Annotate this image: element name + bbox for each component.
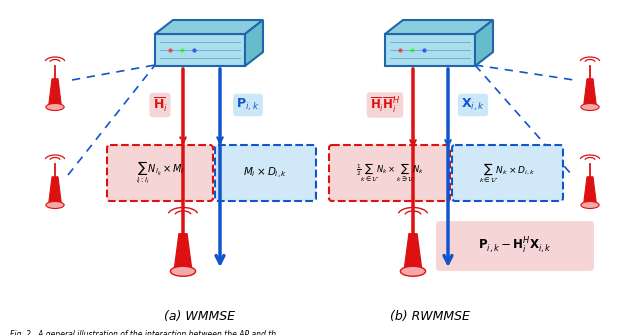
Ellipse shape [581, 104, 599, 111]
Ellipse shape [401, 266, 426, 276]
Ellipse shape [46, 104, 64, 111]
Text: $\sum_{k\in\mathcal{U}}N_k\times D_{i,k}$: $\sum_{k\in\mathcal{U}}N_k\times D_{i,k}… [479, 161, 536, 185]
Polygon shape [584, 79, 596, 107]
Polygon shape [385, 20, 493, 34]
Polygon shape [385, 34, 475, 66]
FancyBboxPatch shape [452, 145, 563, 201]
Polygon shape [49, 79, 61, 107]
Polygon shape [174, 234, 192, 271]
Text: (b) RWMMSE: (b) RWMMSE [390, 310, 470, 323]
FancyBboxPatch shape [329, 145, 450, 201]
Ellipse shape [581, 201, 599, 208]
Text: $\overline{\mathbf{H}}_i\overline{\mathbf{H}}_i^H$: $\overline{\mathbf{H}}_i\overline{\mathb… [370, 95, 400, 115]
Text: $\sum_{l_i:l_i}N_{l_k}\times M_i$: $\sum_{l_i:l_i}N_{l_k}\times M_i$ [136, 160, 184, 186]
Text: (a) WMMSE: (a) WMMSE [164, 310, 236, 323]
Text: $\frac{1}{2}\sum_{k\in\mathcal{U}}N_k\times\sum_{k\ni\mathcal{U}}N_k$: $\frac{1}{2}\sum_{k\in\mathcal{U}}N_k\ti… [355, 162, 424, 184]
Ellipse shape [170, 266, 196, 276]
Text: Fig. 2.  A general illustration of the interaction between the AP and th: Fig. 2. A general illustration of the in… [10, 330, 276, 335]
Text: $\overline{\mathbf{H}}_i$: $\overline{\mathbf{H}}_i$ [152, 96, 168, 114]
Polygon shape [245, 20, 263, 66]
FancyBboxPatch shape [436, 221, 594, 271]
Polygon shape [404, 234, 422, 271]
Text: $\mathbf{P}_{i,k}-\mathbf{H}_i^H\mathbf{X}_{i,k}$: $\mathbf{P}_{i,k}-\mathbf{H}_i^H\mathbf{… [478, 236, 552, 256]
Polygon shape [49, 177, 61, 205]
FancyBboxPatch shape [215, 145, 316, 201]
Polygon shape [155, 34, 245, 66]
Ellipse shape [46, 201, 64, 208]
Polygon shape [584, 177, 596, 205]
Text: $\mathbf{X}_{i,k}$: $\mathbf{X}_{i,k}$ [461, 97, 485, 113]
Text: $\mathbf{P}_{i,k}$: $\mathbf{P}_{i,k}$ [236, 97, 260, 113]
Text: $M_i\times D_{i,k}$: $M_i\times D_{i,k}$ [243, 165, 287, 181]
FancyBboxPatch shape [107, 145, 213, 201]
Polygon shape [155, 20, 263, 34]
Polygon shape [475, 20, 493, 66]
